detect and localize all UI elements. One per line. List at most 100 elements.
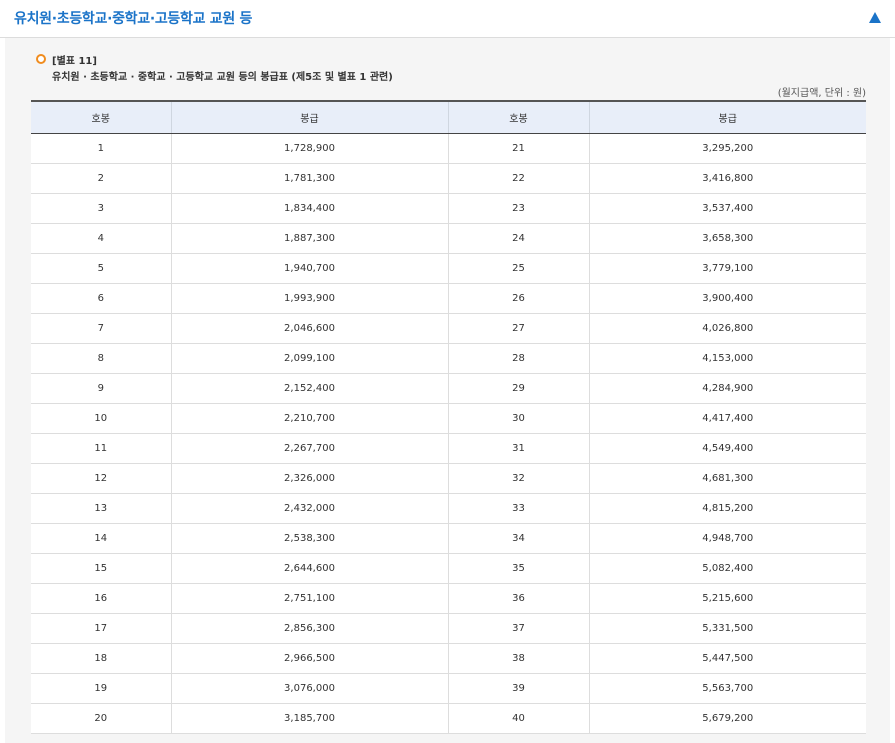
column-header-salary: 봉급 (588, 100, 866, 134)
salary-cell: 2,152,400 (170, 373, 448, 404)
table-row: 16 2,751,100 36 5,215,600 (31, 583, 866, 614)
table-row: 5 1,940,700 25 3,779,100 (31, 253, 866, 284)
table-row: 17 2,856,300 37 5,331,500 (31, 613, 866, 644)
section-title: 유치원·초등학교·중학교·고등학교 교원 등 (14, 11, 253, 27)
salary-cell: 1,728,900 (170, 133, 448, 164)
step-cell: 5 (31, 253, 171, 284)
table-row: 10 2,210,700 30 4,417,400 (31, 403, 866, 434)
step-cell: 10 (31, 403, 171, 434)
salary-cell: 3,185,700 (170, 703, 448, 734)
salary-cell: 2,751,100 (170, 583, 448, 614)
salary-cell: 4,815,200 (588, 493, 866, 524)
table-row: 12 2,326,000 32 4,681,300 (31, 463, 866, 494)
step-cell: 34 (447, 523, 589, 554)
step-cell: 6 (31, 283, 171, 314)
step-cell: 33 (447, 493, 589, 524)
salary-cell: 3,416,800 (588, 163, 866, 194)
table-row: 9 2,152,400 29 4,284,900 (31, 373, 866, 404)
step-cell: 20 (31, 703, 171, 734)
table-row: 20 3,185,700 40 5,679,200 (31, 703, 866, 734)
step-cell: 1 (31, 133, 171, 164)
salary-cell: 2,099,100 (170, 343, 448, 374)
salary-cell: 5,447,500 (588, 643, 866, 674)
salary-cell: 2,538,300 (170, 523, 448, 554)
salary-cell: 5,215,600 (588, 583, 866, 614)
salary-cell: 4,948,700 (588, 523, 866, 554)
salary-cell: 3,295,200 (588, 133, 866, 164)
salary-cell: 5,679,200 (588, 703, 866, 734)
salary-cell: 2,046,600 (170, 313, 448, 344)
salary-cell: 2,856,300 (170, 613, 448, 644)
step-cell: 26 (447, 283, 589, 314)
salary-cell: 1,887,300 (170, 223, 448, 254)
step-cell: 7 (31, 313, 171, 344)
table-row: 13 2,432,000 33 4,815,200 (31, 493, 866, 524)
step-cell: 14 (31, 523, 171, 554)
step-cell: 18 (31, 643, 171, 674)
step-cell: 36 (447, 583, 589, 614)
step-cell: 8 (31, 343, 171, 374)
step-cell: 17 (31, 613, 171, 644)
salary-cell: 5,082,400 (588, 553, 866, 584)
table-row: 6 1,993,900 26 3,900,400 (31, 283, 866, 314)
table-row: 2 1,781,300 22 3,416,800 (31, 163, 866, 194)
step-cell: 16 (31, 583, 171, 614)
salary-cell: 3,900,400 (588, 283, 866, 314)
table-header-row: 호봉 봉급 호봉 봉급 (31, 100, 866, 134)
circle-bullet-icon (36, 54, 46, 64)
salary-cell: 4,549,400 (588, 433, 866, 464)
step-cell: 15 (31, 553, 171, 584)
salary-cell: 1,993,900 (170, 283, 448, 314)
table-row: 4 1,887,300 24 3,658,300 (31, 223, 866, 254)
salary-cell: 4,026,800 (588, 313, 866, 344)
table-caption: 유치원 · 초등학교 · 중학교 · 고등학교 교원 등의 봉급표 (제5조 및… (52, 72, 393, 83)
triangle-up-icon[interactable] (869, 12, 881, 23)
salary-cell: 1,834,400 (170, 193, 448, 224)
salary-cell: 3,779,100 (588, 253, 866, 284)
salary-cell: 3,658,300 (588, 223, 866, 254)
salary-cell: 4,681,300 (588, 463, 866, 494)
table-row: 3 1,834,400 23 3,537,400 (31, 193, 866, 224)
step-cell: 24 (447, 223, 589, 254)
salary-cell: 3,076,000 (170, 673, 448, 704)
step-cell: 29 (447, 373, 589, 404)
salary-cell: 4,284,900 (588, 373, 866, 404)
step-cell: 31 (447, 433, 589, 464)
table-row: 18 2,966,500 38 5,447,500 (31, 643, 866, 674)
salary-cell: 2,210,700 (170, 403, 448, 434)
table-row: 14 2,538,300 34 4,948,700 (31, 523, 866, 554)
salary-table: 호봉 봉급 호봉 봉급 1 1,728,900 21 3,295,200 2 1,781,… (31, 100, 866, 734)
salary-cell: 2,267,700 (170, 433, 448, 464)
step-cell: 21 (447, 133, 589, 164)
step-cell: 25 (447, 253, 589, 284)
step-cell: 2 (31, 163, 171, 194)
step-cell: 40 (447, 703, 589, 734)
step-cell: 38 (447, 643, 589, 674)
step-cell: 3 (31, 193, 171, 224)
unit-note: (월지급액, 단위 : 원) (777, 88, 866, 99)
step-cell: 11 (31, 433, 171, 464)
salary-cell: 2,326,000 (170, 463, 448, 494)
step-cell: 39 (447, 673, 589, 704)
step-cell: 35 (447, 553, 589, 584)
step-cell: 37 (447, 613, 589, 644)
step-cell: 13 (31, 493, 171, 524)
table-row: 15 2,644,600 35 5,082,400 (31, 553, 866, 584)
step-cell: 32 (447, 463, 589, 494)
table-row: 11 2,267,700 31 4,549,400 (31, 433, 866, 464)
step-cell: 9 (31, 373, 171, 404)
table-row: 8 2,099,100 28 4,153,000 (31, 343, 866, 374)
column-header-step: 호봉 (447, 100, 589, 134)
table-label: [별표 11] (52, 56, 97, 67)
step-cell: 23 (447, 193, 589, 224)
step-cell: 30 (447, 403, 589, 434)
salary-cell: 1,781,300 (170, 163, 448, 194)
step-cell: 22 (447, 163, 589, 194)
table-row: 1 1,728,900 21 3,295,200 (31, 133, 866, 164)
section-header[interactable]: 유치원·초등학교·중학교·고등학교 교원 등 (0, 0, 895, 38)
salary-cell: 2,432,000 (170, 493, 448, 524)
salary-cell: 4,153,000 (588, 343, 866, 374)
step-cell: 19 (31, 673, 171, 704)
table-row: 19 3,076,000 39 5,563,700 (31, 673, 866, 704)
step-cell: 28 (447, 343, 589, 374)
